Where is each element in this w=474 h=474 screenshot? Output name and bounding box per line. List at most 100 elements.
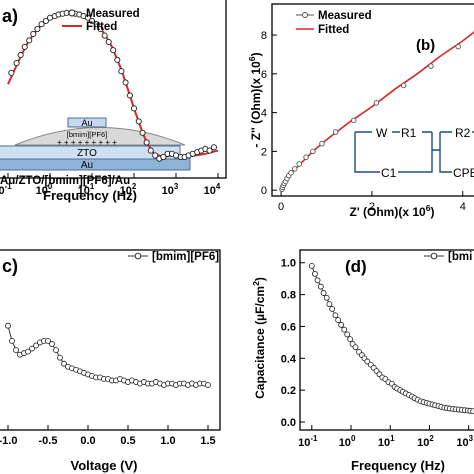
y-axis-title: Capacitance (µF/cm2): [251, 277, 267, 399]
text-part: 10: [0, 185, 5, 197]
tick-base: 10: [417, 437, 429, 449]
x-tick-label: 1.0: [160, 435, 175, 447]
y-tick-label: 6: [261, 69, 267, 81]
panel-label: a): [2, 6, 18, 26]
x-tick-label: 4: [460, 201, 466, 213]
y-tick-label: 4: [261, 108, 267, 120]
data-point: [30, 30, 37, 37]
data-point: [9, 338, 15, 344]
superscript: 2: [429, 434, 434, 443]
x-tick-label: 103: [456, 434, 473, 449]
superscript: 6: [426, 203, 431, 213]
text-part: 10: [162, 185, 174, 197]
top-electrode-label: Au: [81, 118, 92, 128]
x-tick-label: 2: [369, 201, 375, 213]
y-tick-label: 0.2: [281, 385, 296, 397]
circuit-label-r1: R1: [401, 126, 417, 140]
x-tick-label: -0.5: [39, 435, 58, 447]
text-part: - Z'' (Ohm)(x 10: [249, 61, 263, 148]
legend-marker: [430, 252, 438, 260]
plot-frame: [0, 249, 221, 431]
legend-label: Measured: [86, 8, 140, 20]
data-point: [101, 32, 108, 39]
tick-base: 10: [298, 437, 310, 449]
data-point: [335, 317, 342, 324]
data-point: [26, 37, 33, 44]
y-tick-label: 0.8: [281, 290, 296, 302]
data-point: [400, 82, 407, 89]
panel-label: (b): [416, 37, 435, 54]
panel-label: c): [2, 256, 18, 276]
data-point: [42, 17, 49, 25]
data-point: [53, 347, 59, 354]
y-tick-label: 8: [261, 30, 267, 42]
superscript: -1: [5, 182, 13, 191]
x-tick-label: 1.5: [200, 435, 215, 447]
legend-label: Measured: [318, 10, 372, 22]
x-tick-label: 101: [378, 434, 395, 449]
data-point: [147, 147, 154, 154]
panel-label: (d): [345, 257, 367, 276]
data-point: [61, 360, 67, 367]
x-tick-label: 10-1: [0, 182, 12, 197]
plot-frame: [0, 0, 227, 179]
top-electrode: [67, 117, 107, 128]
series-line: [311, 265, 474, 412]
legend-marker: [134, 252, 142, 260]
data-point: [296, 161, 303, 167]
x-tick-label: 100: [36, 182, 53, 197]
data-point: [5, 322, 11, 329]
superscript: 0: [351, 434, 356, 443]
data-point: [152, 152, 159, 159]
zto-layer: [0, 145, 181, 160]
text-part: Z' (Ohm)(x 10: [350, 205, 427, 219]
tick-base: 10: [378, 437, 390, 449]
legend-marker: [302, 12, 308, 18]
circuit-label-w: W: [376, 126, 388, 140]
x-tick-label: 0.0: [80, 435, 95, 447]
data-point: [114, 56, 121, 63]
legend-label: [bmi: [448, 251, 472, 263]
data-point: [88, 17, 96, 25]
superscript: 0: [48, 182, 53, 191]
superscript: 2: [251, 281, 261, 286]
superscript: 1: [90, 182, 95, 191]
plot-frame: [271, 3, 474, 197]
x-tick-label: 102: [120, 182, 137, 197]
text-part: Capacitance (µF/cm: [253, 286, 267, 399]
superscript: 3: [174, 182, 179, 191]
circuit-wires: [354, 131, 474, 173]
data-point: [319, 140, 325, 147]
text-part: 10: [120, 185, 132, 197]
circuit-label-cpe: CPE: [453, 166, 474, 180]
text-part: ): [249, 52, 263, 56]
data-point: [344, 331, 351, 338]
text-part: 10: [204, 185, 216, 197]
x-axis-title: Frequency (Hz): [43, 188, 137, 203]
y-axis-title: - Z'' (Ohm)(x 106): [247, 52, 263, 147]
x-tick-label: 100: [339, 434, 356, 449]
data-point: [29, 345, 35, 352]
legend-label: Fitted: [86, 21, 117, 33]
panel-a: a)Au[bmim][PF6]+ + + + + + + + +ZTOAuAu/…: [0, 0, 227, 203]
data-point: [338, 321, 345, 328]
fitted-line: [280, 31, 474, 191]
plot-frame: [299, 249, 474, 431]
data-point: [206, 147, 213, 154]
data-point: [25, 348, 31, 355]
charge-row: + + + + + + + + +: [57, 138, 117, 147]
x-tick-label: 0.5: [120, 435, 135, 447]
x-tick-label: 104: [204, 182, 221, 197]
legend-label: Fitted: [318, 24, 349, 36]
data-point: [13, 60, 20, 67]
data-point: [93, 21, 100, 28]
y-tick-label: 0.0: [281, 417, 296, 429]
x-axis-title: Voltage (V): [71, 458, 138, 473]
data-point: [323, 294, 330, 301]
data-point: [38, 21, 45, 28]
superscript: 3: [469, 434, 474, 443]
data-point: [288, 169, 294, 176]
data-point: [13, 347, 19, 354]
